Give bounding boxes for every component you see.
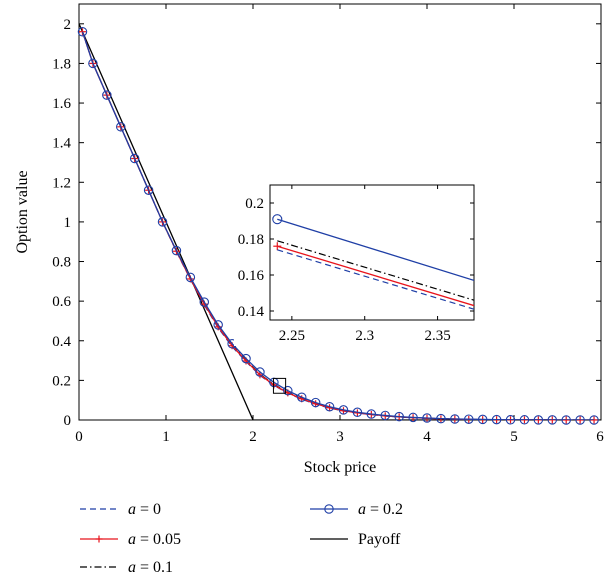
data-point [324, 401, 335, 412]
zoom-box [272, 377, 287, 394]
inset-y-tick-label: 0.2 [245, 196, 264, 212]
data-point [422, 413, 432, 423]
x-axis-label: Stock price [304, 459, 376, 476]
legend-label-value: = 0.1 [136, 559, 173, 576]
data-point [450, 414, 460, 424]
legend-label-value: = 0 [136, 501, 161, 518]
legend-label-value: = 0.2 [366, 501, 403, 518]
inset-series-line [277, 240, 474, 301]
data-point [88, 58, 98, 69]
data-point [464, 414, 474, 424]
inset-y-tick-label: 0.18 [238, 232, 264, 248]
data-point [157, 217, 168, 227]
x-tick-label: 3 [336, 429, 344, 445]
data-point [366, 409, 377, 419]
data-point [436, 413, 446, 424]
y-tick-label: 1.2 [52, 175, 71, 191]
inset-plot: 2.25 2.3 2.35 0.14 0.16 0.18 0.2 [234, 183, 478, 346]
main-plot: 0 1 2 3 4 5 6 0 0.2 0.4 0.6 0.8 1 1.2 1.4 1.6 1.8 2 Stock … [14, 3, 604, 476]
legend-marker [95, 535, 103, 543]
series-line [79, 23, 601, 420]
data-point [505, 415, 516, 425]
x-tick-label: 2 [249, 429, 257, 445]
y-tick-label: 2 [64, 17, 72, 33]
y-tick-label: 1.6 [52, 96, 71, 112]
y-tick-label: 0.2 [52, 373, 71, 389]
y-tick-label: 1.4 [52, 136, 71, 152]
data-point [116, 122, 126, 132]
data-point [213, 320, 223, 330]
data-point [408, 412, 418, 423]
data-point [171, 245, 182, 256]
data-point [338, 405, 349, 415]
x-tick-label: 0 [75, 429, 83, 445]
legend-label-var: a [358, 501, 366, 518]
x-tick-label: 1 [162, 429, 170, 445]
legend-item: Payoff [310, 531, 401, 548]
data-point [547, 415, 558, 425]
x-tick-label: 6 [596, 429, 604, 445]
data-point [199, 297, 210, 307]
data-point [283, 385, 293, 396]
legend-label-var: a [128, 501, 136, 518]
legend-label: a = 0.05 [128, 531, 181, 548]
data-point [129, 153, 140, 164]
data-point [352, 407, 363, 418]
legend-marker [324, 504, 334, 514]
legend-label: a = 0.2 [358, 501, 403, 518]
data-point [380, 410, 390, 421]
data-point [519, 415, 530, 425]
inset-series-line [277, 249, 474, 310]
y-tick-label: 0 [64, 413, 72, 429]
data-point [394, 411, 404, 422]
y-tick-label: 0.8 [52, 255, 71, 271]
data-point [533, 415, 544, 425]
inset-data-point [273, 242, 282, 251]
data-point [77, 26, 88, 37]
legend-item: a = 0 [80, 501, 161, 518]
y-tick-label: 0.4 [52, 334, 71, 350]
data-point [143, 185, 154, 195]
legend-item: a = 0.2 [310, 501, 403, 518]
data-point [491, 414, 502, 425]
inset-x-tick-label: 2.35 [424, 328, 450, 344]
legend-label: a = 0.1 [128, 559, 173, 576]
inset-x-tick-label: 2.25 [279, 328, 305, 344]
data-point [296, 392, 307, 402]
data-point [477, 414, 488, 425]
inset-data-point [272, 214, 283, 225]
data-point [241, 353, 251, 364]
y-tick-label: 0.6 [52, 294, 71, 310]
y-tick-label: 1.8 [52, 56, 71, 72]
inset-x-tick-label: 2.3 [355, 328, 374, 344]
legend-label: Payoff [358, 531, 401, 548]
y-tick-label: 1 [64, 215, 72, 231]
legend-label-var: a [128, 531, 136, 548]
data-point [589, 415, 599, 425]
x-tick-label: 5 [510, 429, 518, 445]
inset-series-line [277, 218, 474, 282]
data-point [310, 397, 321, 408]
data-point [185, 272, 196, 283]
legend-label-value: = 0.05 [136, 531, 181, 548]
data-point [561, 415, 571, 425]
inset-y-tick-label: 0.14 [238, 304, 265, 320]
y-axis-label: Option value [14, 170, 31, 253]
legend-label-var: a [128, 559, 136, 576]
inset-frame [269, 184, 475, 321]
legend-item: a = 0.1 [80, 559, 173, 576]
inset-y-tick-label: 0.16 [238, 268, 265, 284]
x-tick-label: 4 [423, 429, 431, 445]
data-point [102, 90, 112, 100]
series-line [81, 31, 595, 420]
data-point [575, 415, 585, 425]
inset-series-line [277, 245, 474, 307]
data-point [255, 367, 265, 377]
legend-label-value: Payoff [358, 531, 401, 548]
legend-item: a = 0.05 [80, 531, 181, 548]
legend-label: a = 0 [128, 501, 161, 518]
